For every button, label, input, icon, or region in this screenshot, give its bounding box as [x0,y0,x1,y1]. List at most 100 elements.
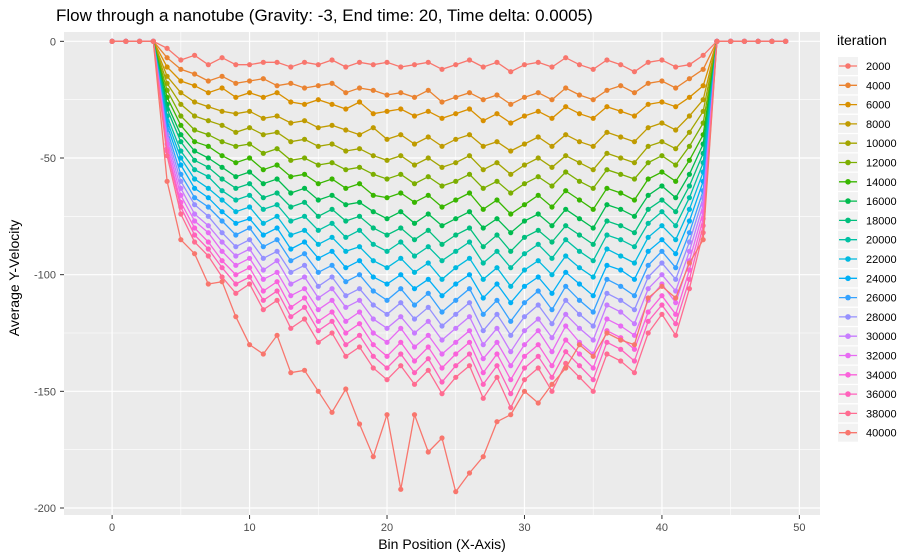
data-point [343,167,349,173]
data-point [398,132,404,138]
data-point [356,321,363,327]
data-point [631,307,638,313]
data-point [315,269,321,275]
data-point [535,328,541,334]
data-point [219,197,225,203]
legend-key-point [845,352,851,359]
data-point [398,325,404,331]
data-point [590,377,596,383]
data-point [521,141,528,147]
data-point [219,248,225,254]
data-point [521,218,528,224]
data-point [521,283,528,289]
data-point [425,356,431,362]
data-point [301,239,308,245]
data-point [164,153,170,159]
data-point [398,314,404,320]
data-point [356,146,363,152]
data-point [260,288,266,294]
data-point [549,183,555,189]
data-point [576,248,583,254]
data-point [508,101,514,107]
data-point [425,192,431,198]
data-point [205,195,211,201]
data-point [645,274,651,280]
series-line [112,40,786,367]
data-point [233,314,239,320]
legend-item: 18000 [838,211,897,230]
data-point [645,192,651,198]
data-point [590,353,596,359]
data-point [466,255,473,261]
data-point [219,265,225,271]
data-point [549,381,555,387]
data-point [301,155,308,161]
data-point [343,318,349,324]
data-point [645,248,651,254]
data-point [673,295,679,301]
legend-item: 2000 [838,57,890,75]
data-point [563,323,569,329]
legend-label: 40000 [866,428,897,440]
data-point [178,90,184,96]
data-point [521,314,528,320]
data-point [466,339,473,345]
legend-label: 34000 [866,370,897,382]
data-point [466,57,473,63]
data-point [673,311,679,317]
data-point [480,342,486,348]
legend-key-point [845,256,851,262]
data-point [370,153,376,159]
data-point [686,157,693,163]
series-24000 [109,38,789,306]
data-point [260,181,266,187]
legend-key-point [845,314,851,320]
y-tick-label: -50 [40,153,56,165]
series-line [112,40,786,494]
data-point [439,435,445,441]
y-axis: 0 -50 -100 -150 -200 [34,36,64,515]
data-point [274,146,280,152]
data-point [301,213,308,219]
data-point [246,246,253,252]
data-point [178,132,184,138]
data-point [384,265,390,271]
data-point [494,419,500,425]
data-point [384,339,390,345]
data-point [411,181,418,187]
legend-key-point [845,198,851,204]
data-point [219,279,225,285]
data-point [288,99,294,105]
data-point [686,286,693,292]
data-point [535,241,541,247]
series-line [112,40,786,382]
data-point [398,239,404,245]
data-point [384,365,390,371]
data-point [274,248,280,254]
data-point [590,323,596,329]
data-point [645,330,651,336]
data-point [384,59,390,65]
data-point [645,125,651,131]
data-point [329,330,335,336]
data-point [425,59,431,65]
data-point [563,337,569,343]
data-point [631,321,638,327]
data-point [618,155,624,161]
data-point [439,204,445,210]
series-line [112,40,786,288]
legend-item: 30000 [838,327,897,346]
data-point [356,421,363,427]
data-point [590,365,596,371]
data-point [590,274,596,280]
data-point [425,332,431,338]
data-point [618,134,624,140]
data-point [191,157,198,163]
data-point [219,218,225,224]
data-point [631,370,638,376]
data-point [769,38,775,44]
data-point [411,94,418,100]
legend-label: 10000 [866,138,897,150]
data-point [673,162,679,168]
data-point [659,153,665,159]
